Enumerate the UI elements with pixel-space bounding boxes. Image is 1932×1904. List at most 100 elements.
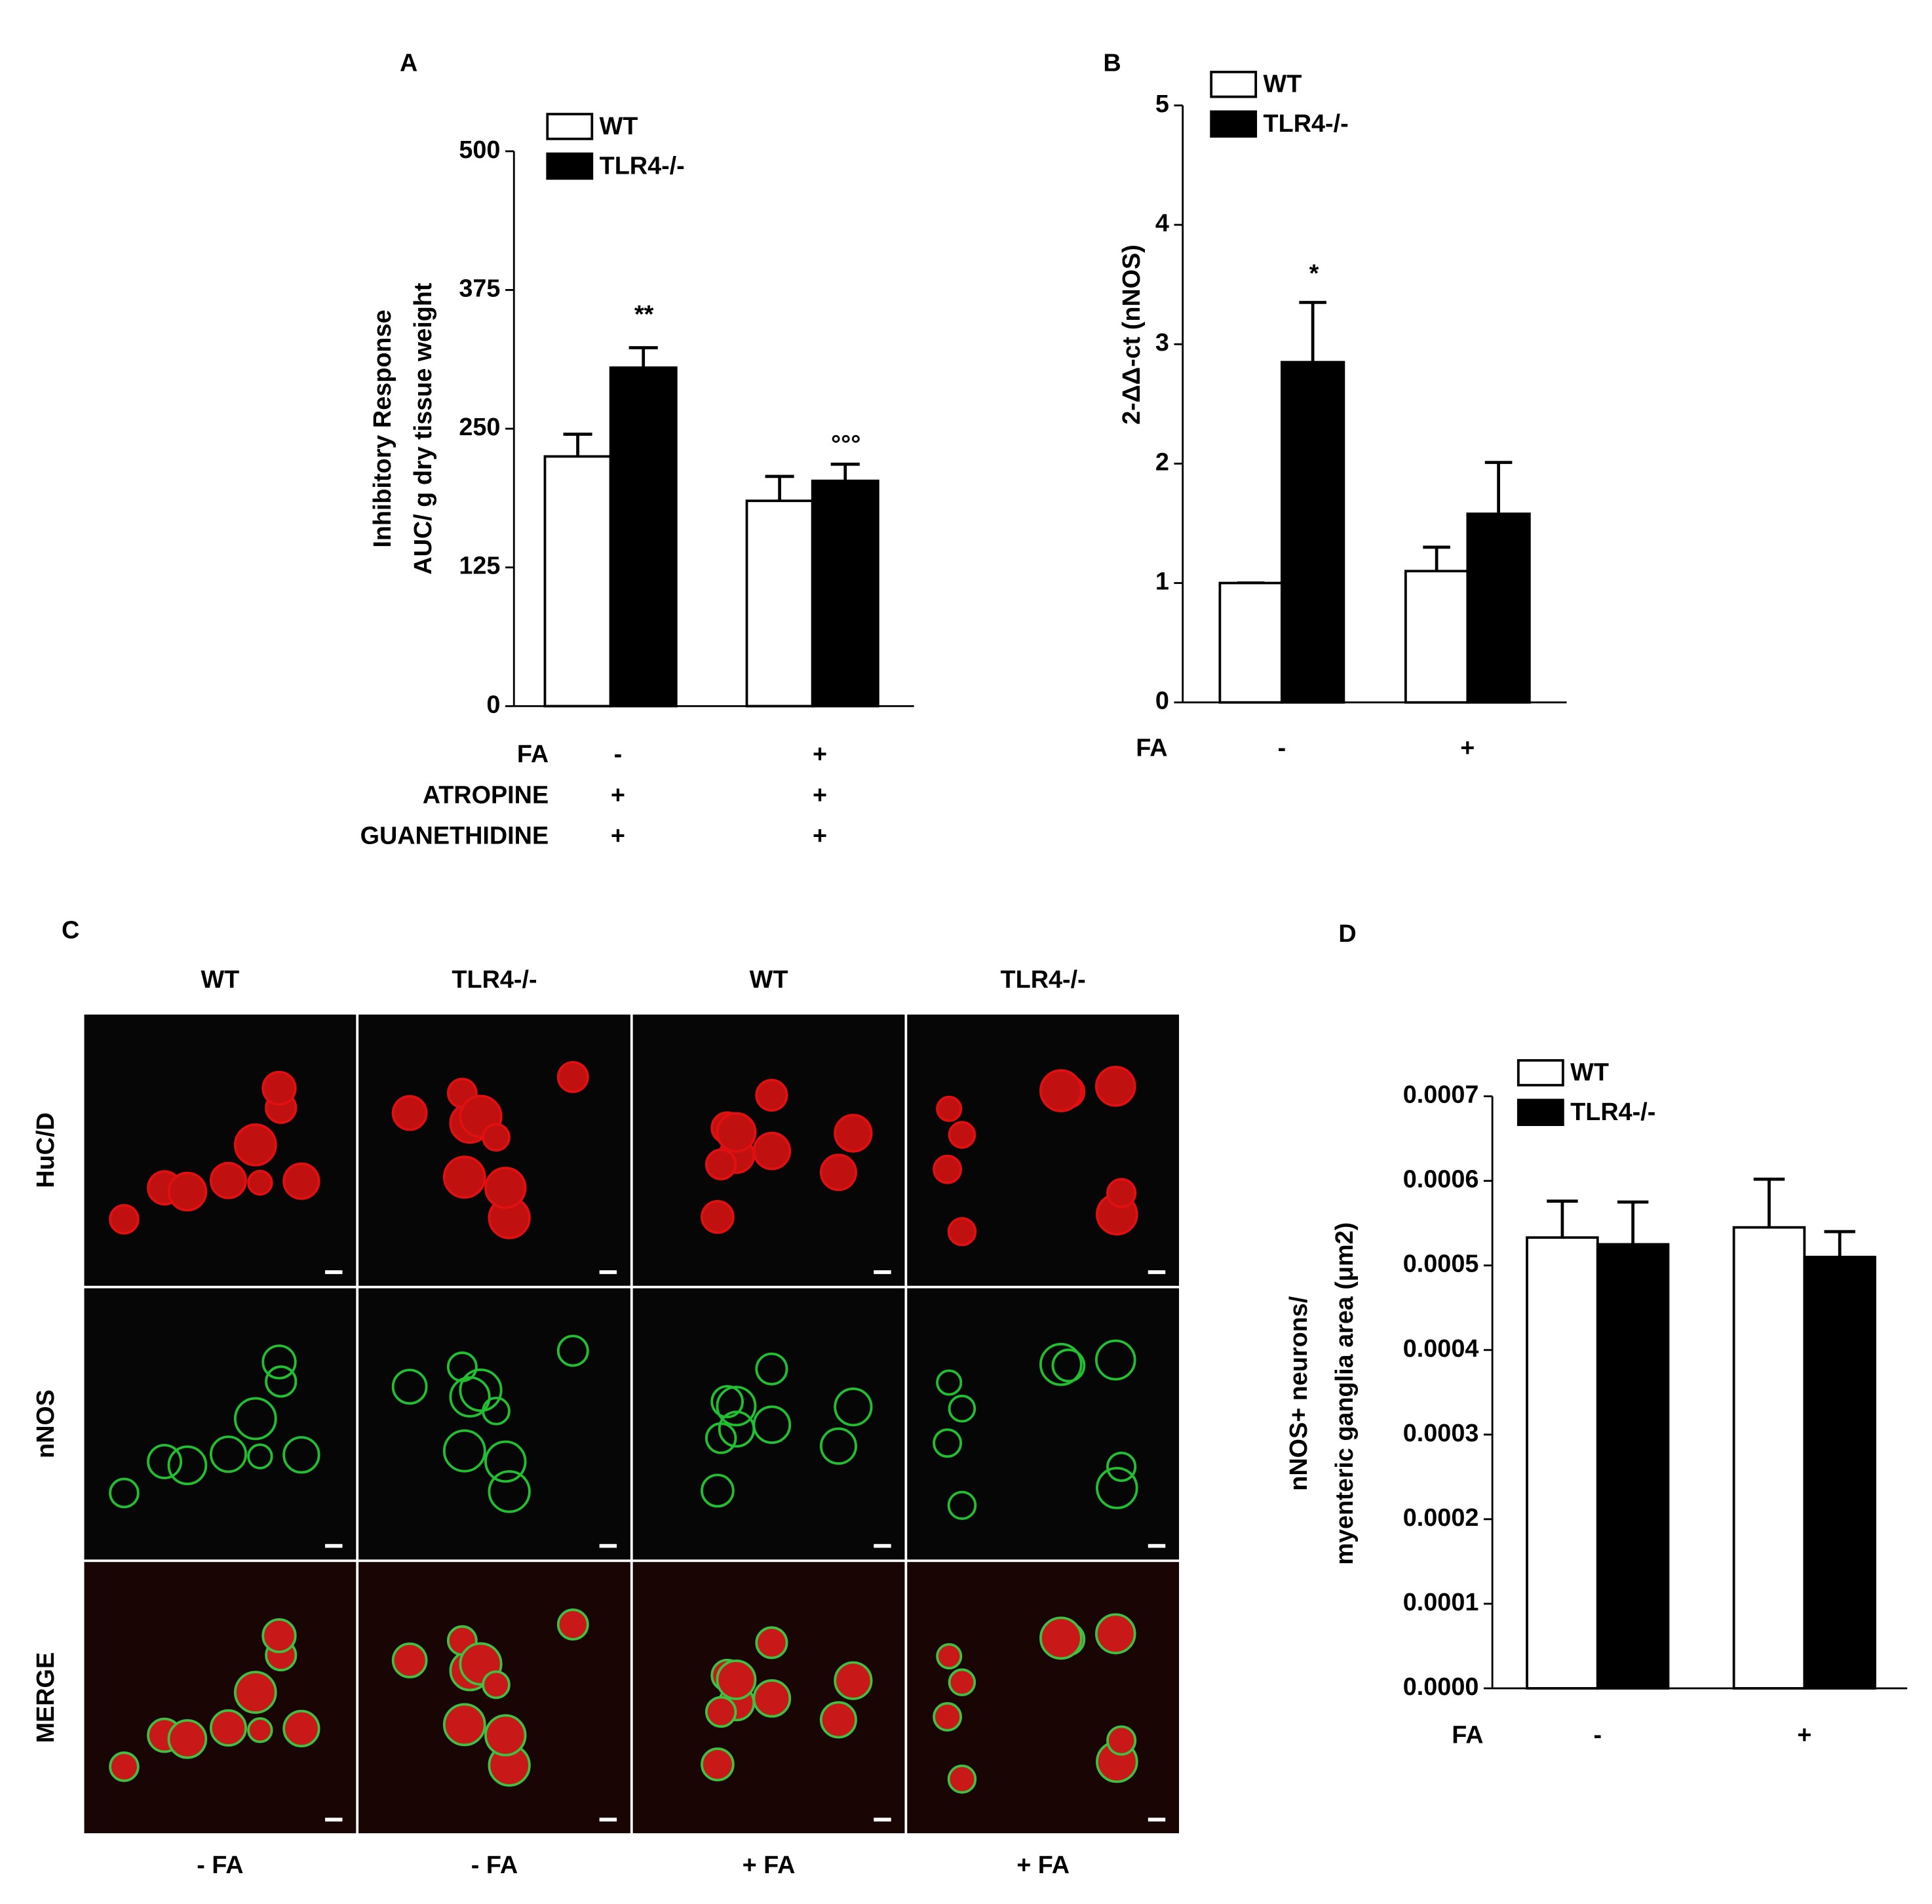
- y-tick-label: 0.0007: [1403, 1081, 1479, 1109]
- x-tick-label: -: [1593, 1722, 1602, 1749]
- y-tick-label: 0.0005: [1403, 1251, 1479, 1278]
- neuron: [752, 1679, 792, 1718]
- legend-swatch: [1517, 1059, 1564, 1087]
- neuron: [716, 1112, 757, 1153]
- condition-value: +: [611, 823, 625, 850]
- column-footer: - FA: [197, 1852, 243, 1879]
- legend-label: TLR4-/-: [600, 152, 685, 180]
- neuron: [442, 1429, 486, 1473]
- neuron: [482, 1670, 511, 1700]
- legend-label: TLR4-/-: [1570, 1098, 1655, 1126]
- neuron: [109, 1477, 140, 1509]
- neuron: [282, 1436, 320, 1474]
- neuron: [716, 1386, 757, 1427]
- neuron: [282, 1162, 320, 1200]
- neuron: [933, 1154, 962, 1184]
- neuron: [1039, 1069, 1083, 1112]
- neuron: [710, 1385, 744, 1418]
- column-header: WT: [201, 966, 240, 994]
- y-tick-label: 0: [486, 691, 500, 718]
- legend-label: TLR4-/-: [1264, 110, 1349, 138]
- y-tick-label: 0: [1155, 688, 1169, 715]
- condition-value: +: [611, 781, 625, 809]
- neuron: [484, 1714, 527, 1757]
- row-label: nNOS: [32, 1389, 60, 1458]
- neuron: [261, 1070, 297, 1106]
- y-axis-label: Inhibitory Response: [369, 309, 396, 547]
- legend-swatch: [546, 152, 594, 180]
- neuron: [755, 1079, 788, 1112]
- neuron: [442, 1156, 486, 1199]
- neuron: [936, 1369, 963, 1396]
- neuron: [265, 1365, 298, 1398]
- neuron: [752, 1405, 792, 1445]
- micrograph: [907, 1288, 1180, 1560]
- bar: [1526, 1236, 1599, 1690]
- x-axis-label: FA: [1136, 735, 1167, 762]
- bar: [1466, 512, 1531, 704]
- column-header: TLR4-/-: [1001, 966, 1086, 994]
- neuron: [936, 1643, 963, 1670]
- panel-label: A: [400, 49, 417, 77]
- neuron: [247, 1169, 273, 1196]
- panel-label: D: [1338, 920, 1356, 948]
- neuron: [556, 1334, 589, 1367]
- x-tick-label: -: [1278, 735, 1286, 762]
- bar: [1803, 1255, 1876, 1690]
- neuron: [752, 1131, 792, 1171]
- neuron: [233, 1397, 277, 1441]
- legend-label: WT: [1264, 71, 1302, 98]
- micrograph: [907, 1014, 1180, 1286]
- neuron: [947, 1764, 977, 1794]
- neuron: [948, 1394, 976, 1423]
- micrograph: [84, 1014, 357, 1286]
- neuron: [391, 1095, 428, 1131]
- legend-label: WT: [1570, 1059, 1609, 1087]
- condition-label: GUANETHIDINE: [360, 823, 549, 850]
- y-axis-label: 2-ΔΔ-ct (nNOS): [1118, 244, 1146, 425]
- legend-swatch: [1517, 1098, 1564, 1127]
- micrograph: [84, 1562, 357, 1834]
- y-tick-label: 0.0003: [1403, 1420, 1479, 1447]
- neuron: [1039, 1616, 1083, 1660]
- neuron: [948, 1121, 976, 1149]
- neuron: [1106, 1178, 1137, 1209]
- y-tick-label: 5: [1155, 90, 1169, 118]
- neuron: [701, 1747, 735, 1781]
- neuron: [933, 1428, 962, 1458]
- y-tick-label: 0.0006: [1403, 1166, 1479, 1194]
- neuron: [484, 1440, 527, 1483]
- neuron: [819, 1154, 857, 1192]
- y-axis-label: AUC/ g dry tissue weight: [410, 282, 437, 574]
- neuron: [209, 1161, 247, 1199]
- neuron: [948, 1668, 976, 1696]
- y-tick-label: 500: [459, 136, 500, 164]
- neuron: [233, 1671, 277, 1714]
- annotation: **: [634, 301, 654, 328]
- y-tick-label: 0.0004: [1403, 1335, 1479, 1363]
- neuron: [391, 1369, 428, 1405]
- legend-swatch: [1210, 110, 1258, 138]
- y-tick-label: 2: [1155, 448, 1169, 476]
- condition-value: +: [813, 781, 827, 809]
- neuron: [282, 1709, 320, 1747]
- neuron: [484, 1167, 527, 1209]
- y-tick-label: 3: [1155, 329, 1169, 357]
- neuron: [705, 1148, 737, 1180]
- column-header: WT: [750, 966, 788, 994]
- legend-swatch: [1210, 70, 1258, 98]
- neuron: [936, 1095, 963, 1122]
- neuron: [482, 1396, 511, 1426]
- bar: [1404, 570, 1469, 704]
- bar: [1732, 1226, 1806, 1690]
- bar: [543, 455, 612, 708]
- micrograph: [84, 1288, 357, 1560]
- y-tick-label: 0.0000: [1403, 1673, 1479, 1701]
- neuron: [1094, 1613, 1136, 1654]
- condition-value: +: [813, 741, 827, 768]
- y-tick-label: 0.0001: [1403, 1589, 1479, 1616]
- legend-swatch: [546, 113, 594, 140]
- neuron: [705, 1696, 737, 1728]
- neuron: [233, 1123, 277, 1167]
